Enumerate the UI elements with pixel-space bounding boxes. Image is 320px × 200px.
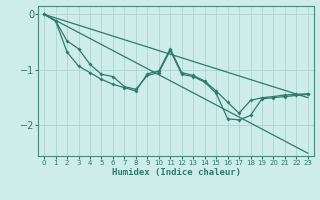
X-axis label: Humidex (Indice chaleur): Humidex (Indice chaleur) bbox=[111, 168, 241, 177]
